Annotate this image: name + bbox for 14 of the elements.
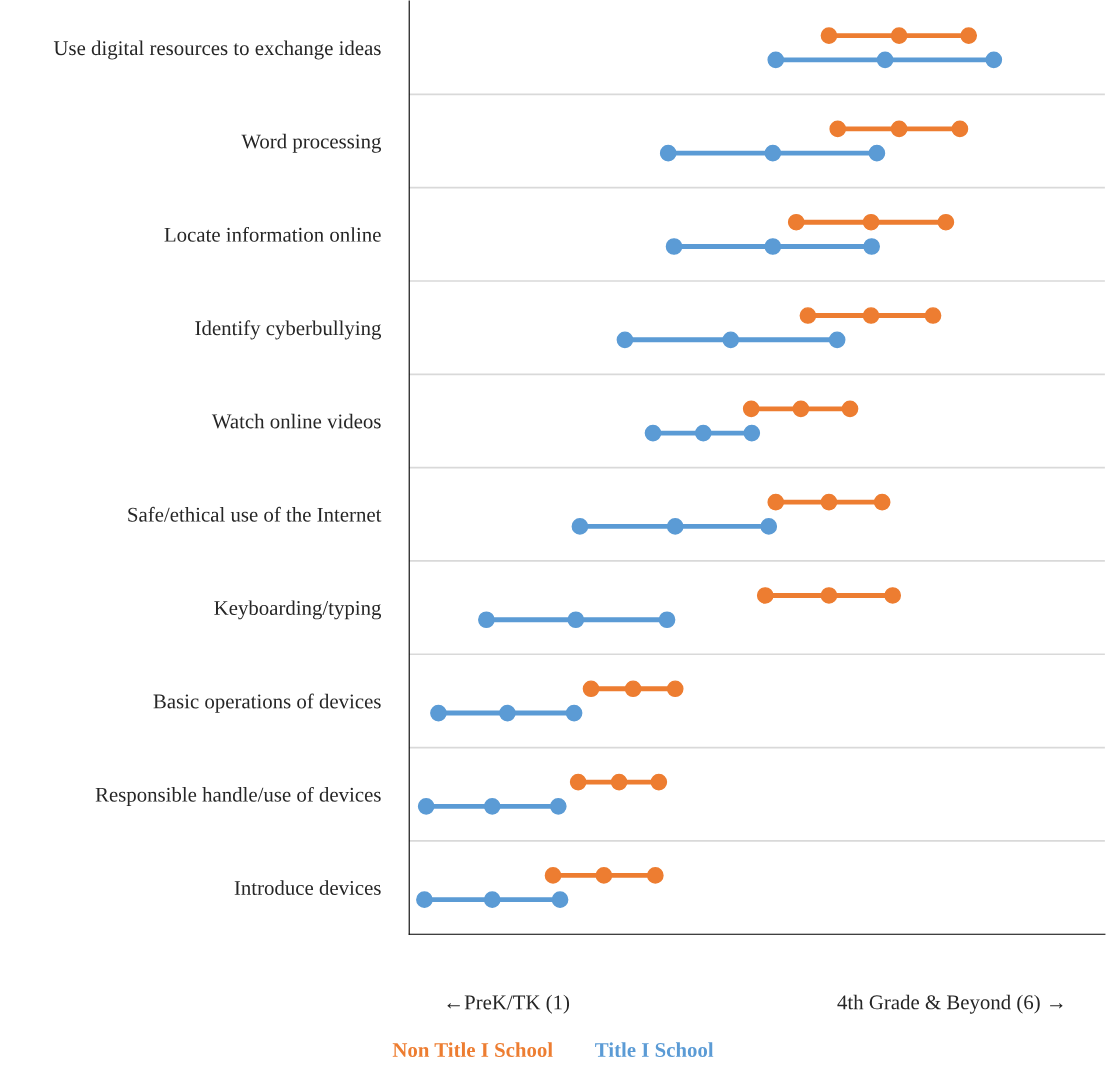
y-tick-label: Safe/ethical use of the Internet (128, 506, 382, 522)
y-tick-label: Word processing (241, 133, 382, 153)
y-tick-label: Locate information online (164, 226, 381, 242)
y-tick-label: Keyboarding/typing (214, 600, 382, 620)
y-tick-label: Basic operations of devices (153, 693, 381, 713)
text: ←PreK/TK (1) (447, 994, 570, 1014)
text: Non Title I School (392, 1042, 553, 1058)
text: 4th Grade & Beyond (6) → (837, 994, 1063, 1014)
y-tick-label: Responsible handle/use of devices (95, 786, 381, 806)
y-tick-label: Identify cyberbullying (195, 320, 382, 340)
y-tick-label: Introduce devices (234, 880, 381, 895)
y-tick-label: Use digital resources to exchange ideas (53, 40, 381, 60)
text: Title I School (595, 1042, 714, 1058)
y-tick-label: Watch online videos (211, 413, 381, 429)
